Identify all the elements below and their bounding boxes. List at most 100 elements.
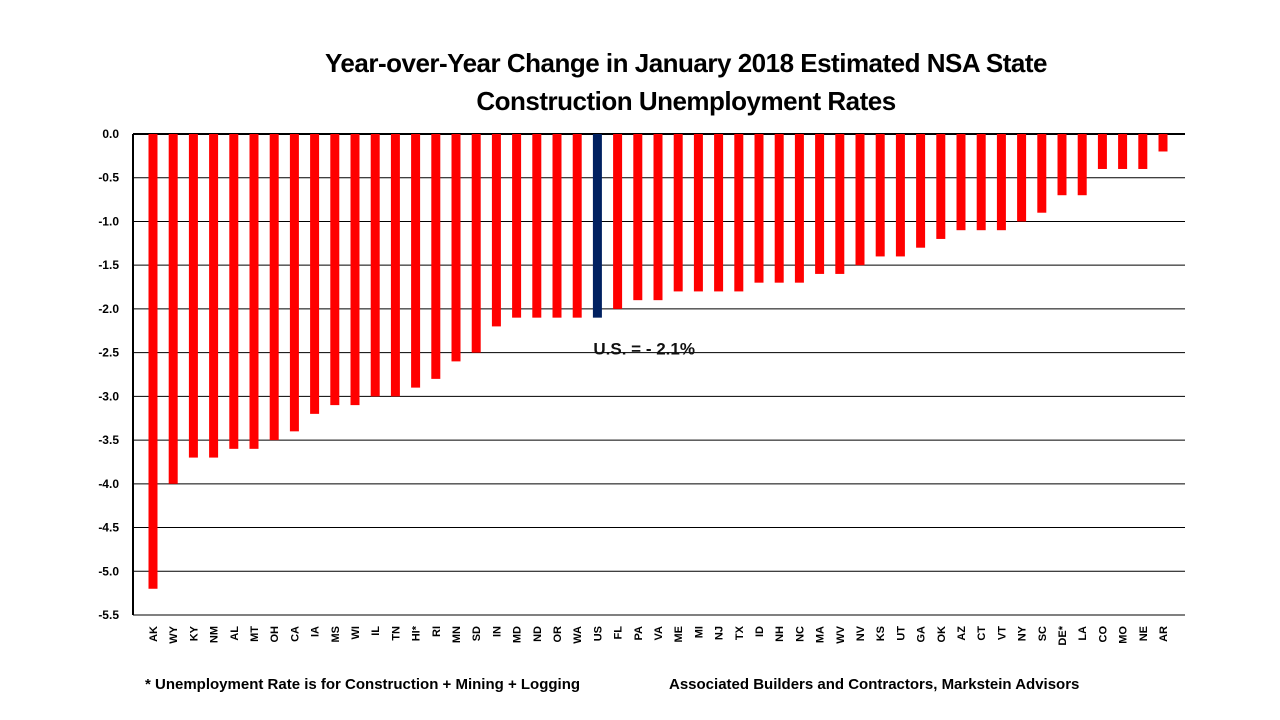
bar-me — [673, 134, 683, 292]
bar-wi — [350, 134, 360, 406]
bar-fl — [613, 134, 623, 309]
y-tick-label: -2.0 — [98, 302, 119, 316]
chart-title-line2: Construction Unemployment Rates — [476, 86, 896, 116]
bar-al — [229, 134, 239, 449]
bar-ok — [936, 134, 946, 239]
x-tick-label: CT — [976, 626, 988, 641]
bar-wa — [572, 134, 582, 318]
bar-sd — [471, 134, 481, 353]
bar-ia — [310, 134, 320, 414]
y-tick-label: -1.0 — [98, 214, 119, 228]
x-tick-label: OH — [269, 626, 281, 643]
source-note: Associated Builders and Contractors, Mar… — [669, 676, 1080, 693]
y-tick-label: -5.5 — [98, 608, 119, 622]
x-tick-label: ID — [754, 626, 766, 637]
bar-md — [512, 134, 522, 318]
y-tick-label: -0.5 — [98, 171, 119, 185]
bar-id — [754, 134, 764, 283]
x-tick-label: RI — [431, 626, 443, 637]
x-tick-label: KS — [875, 626, 887, 641]
x-tick-label: NE — [1138, 626, 1150, 641]
x-tick-label: MD — [512, 626, 524, 643]
y-tick-label: -2.5 — [98, 346, 119, 360]
bar-nd — [532, 134, 542, 318]
chart-title: Year-over-Year Change in January 2018 Es… — [0, 44, 1280, 120]
bar-ks — [875, 134, 885, 257]
bar-ne — [1138, 134, 1148, 169]
bar-ca — [289, 134, 299, 432]
bar-nm — [209, 134, 219, 458]
x-tick-label: VT — [996, 626, 1008, 640]
bar-in — [491, 134, 501, 327]
bar-mo — [1118, 134, 1128, 169]
bar-mn — [451, 134, 461, 362]
x-tick-label: CO — [1097, 626, 1109, 643]
x-tick-label: NJ — [714, 626, 726, 640]
x-tick-label: WA — [572, 626, 584, 644]
bar-ri — [431, 134, 441, 379]
bar-pa — [633, 134, 643, 301]
x-tick-label: MS — [330, 626, 342, 643]
bar-nj — [714, 134, 724, 292]
x-tick-label: SD — [471, 626, 483, 641]
x-tick-label: WV — [835, 625, 847, 643]
x-tick-label: MI — [693, 626, 705, 638]
x-tick-label: TN — [390, 626, 402, 641]
x-tick-label: WY — [168, 625, 180, 643]
x-tick-label: AK — [148, 626, 160, 642]
bar-co — [1097, 134, 1107, 169]
bar-ut — [895, 134, 905, 257]
chart-title-line1: Year-over-Year Change in January 2018 Es… — [325, 48, 1047, 78]
y-tick-label: 0.0 — [102, 127, 119, 141]
bar-vt — [996, 134, 1006, 231]
x-tick-label: AR — [1158, 626, 1170, 642]
bar-sc — [1037, 134, 1047, 213]
x-tick-label: OR — [552, 626, 564, 643]
bar-mi — [693, 134, 703, 292]
x-tick-label: TX — [734, 625, 746, 640]
x-tick-label: GA — [916, 626, 928, 643]
bar-ak — [148, 134, 158, 589]
x-tick-label: HI* — [411, 625, 423, 641]
bar-ct — [976, 134, 986, 231]
bar-wy — [168, 134, 178, 484]
bar-wv — [835, 134, 845, 274]
x-tick-label: SC — [1037, 626, 1049, 641]
x-tick-label: NM — [209, 626, 221, 643]
bar-ky — [188, 134, 198, 458]
bar-az — [956, 134, 966, 231]
bar-oh — [269, 134, 279, 441]
bar-la — [1077, 134, 1087, 196]
y-tick-label: -5.0 — [98, 564, 119, 578]
x-tick-label: NV — [855, 625, 867, 641]
us-annotation: U.S. = - 2.1% — [593, 340, 695, 359]
bar-ms — [330, 134, 340, 406]
bar-tn — [390, 134, 400, 397]
x-tick-label: US — [592, 626, 604, 641]
x-tick-label: WI — [350, 626, 362, 639]
x-tick-label: NC — [794, 626, 806, 642]
y-tick-label: -4.5 — [98, 521, 119, 535]
bar-nv — [855, 134, 865, 266]
y-tick-label: -4.0 — [98, 477, 119, 491]
bar-or — [552, 134, 562, 318]
bar-ny — [1017, 134, 1027, 222]
y-tick-label: -3.5 — [98, 433, 119, 447]
bar-mt — [249, 134, 259, 449]
x-tick-label: FL — [613, 626, 625, 640]
bar-nc — [794, 134, 804, 283]
x-tick-label: IA — [310, 626, 322, 637]
x-tick-label: CA — [289, 626, 301, 642]
bar-de — [1057, 134, 1067, 196]
bar-il — [370, 134, 380, 397]
bar-ma — [815, 134, 825, 274]
x-tick-label: DE* — [1057, 625, 1069, 645]
x-tick-label: MT — [249, 626, 261, 642]
y-tick-label: -1.5 — [98, 258, 119, 272]
x-tick-label: AL — [229, 626, 241, 641]
bar-nh — [774, 134, 784, 283]
bar-ar — [1158, 134, 1168, 152]
x-tick-label: IL — [370, 626, 382, 636]
x-tick-label: UT — [895, 626, 907, 641]
